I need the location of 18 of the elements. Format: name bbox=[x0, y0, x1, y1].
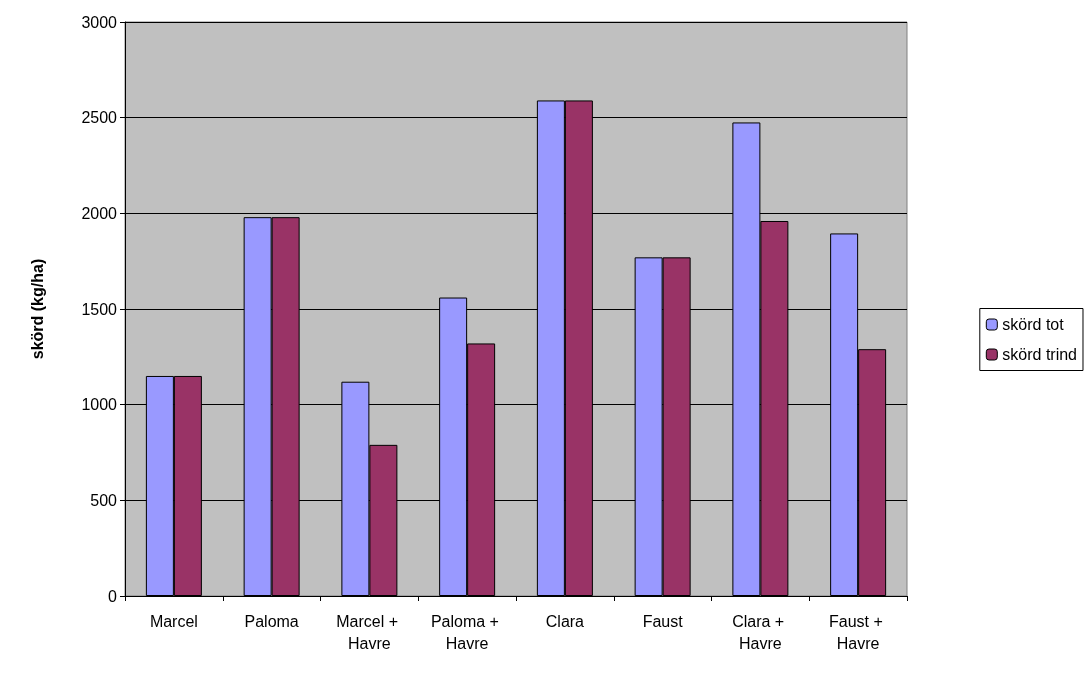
x-tick-label: Paloma + Havre bbox=[430, 612, 504, 652]
x-tick-label: Marcel bbox=[149, 612, 198, 630]
y-tick-label: 3000 bbox=[81, 13, 118, 31]
legend-label: skörd trind bbox=[1002, 346, 1078, 363]
x-tick-label: Faust bbox=[642, 612, 684, 630]
legend-label: skörd tot bbox=[1002, 316, 1065, 333]
y-tick-label: 0 bbox=[108, 587, 118, 605]
y-tick-label: 1500 bbox=[81, 300, 118, 318]
y-tick-label: 500 bbox=[90, 491, 118, 509]
y-tick-label: 1000 bbox=[81, 396, 118, 414]
y-tick-label: 2500 bbox=[81, 109, 118, 127]
x-tick-label: Marcel + Havre bbox=[336, 612, 403, 652]
x-tick-label: Clara + Havre bbox=[732, 612, 789, 652]
y-tick-label: 2000 bbox=[81, 204, 118, 222]
x-tick-label: Clara bbox=[545, 612, 585, 630]
y-axis-title: skörd (kg/ha) bbox=[28, 258, 46, 360]
x-tick-label: Paloma bbox=[244, 612, 299, 630]
x-tick-label: Faust + Havre bbox=[829, 612, 888, 652]
